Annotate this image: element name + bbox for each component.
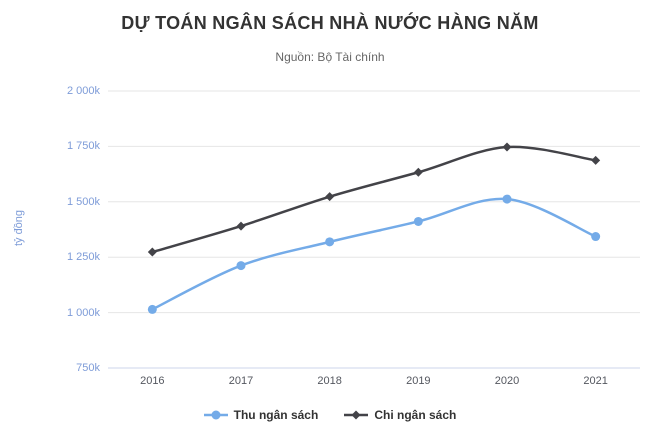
y-tick-label: 1 750k xyxy=(66,140,100,153)
x-tick-label: 2018 xyxy=(317,375,342,387)
line-circle-marker-icon xyxy=(203,410,228,420)
y-tick-label: 750k xyxy=(76,362,100,374)
line-diamond-marker-icon xyxy=(344,410,369,420)
x-tick-label: 2019 xyxy=(406,375,431,387)
y-tick-label: 2 000k xyxy=(66,85,100,97)
y-tick-label: 1 000k xyxy=(66,306,100,319)
legend-item-chi-ngan-sach[interactable]: Chi ngân sách xyxy=(344,408,456,422)
legend-label: Chi ngân sách xyxy=(374,408,457,422)
legend: Thu ngân sách Chi ngân sách xyxy=(0,408,660,422)
data-point-circle[interactable] xyxy=(591,232,601,242)
data-point-diamond[interactable] xyxy=(413,167,423,177)
data-point-circle[interactable] xyxy=(147,304,157,314)
series-line[interactable] xyxy=(151,197,597,311)
x-tick-label: 2017 xyxy=(228,375,254,387)
x-tick-label: 2020 xyxy=(494,375,520,387)
data-point-circle[interactable] xyxy=(413,216,423,226)
data-point-circle[interactable] xyxy=(502,194,512,204)
data-point-diamond[interactable] xyxy=(502,142,512,152)
data-point-circle[interactable] xyxy=(236,261,246,271)
chart-title: DỰ TOÁN NGÂN SÁCH NHÀ NƯỚC HÀNG NĂM xyxy=(121,13,539,33)
data-point-diamond[interactable] xyxy=(591,155,601,165)
data-point-diamond[interactable] xyxy=(236,221,246,231)
x-tick-label: 2021 xyxy=(583,375,608,387)
data-point-diamond[interactable] xyxy=(147,247,157,257)
legend-label: Thu ngân sách xyxy=(233,408,319,422)
data-point-diamond[interactable] xyxy=(325,192,335,202)
x-tick-label: 2016 xyxy=(140,375,165,387)
legend-item-thu-ngan-sach[interactable]: Thu ngân sách xyxy=(203,408,319,422)
data-point-circle[interactable] xyxy=(325,237,335,247)
y-tick-label: 1 500k xyxy=(66,195,100,208)
y-tick-label: 1 250k xyxy=(66,251,100,264)
chart-subtitle: Nguồn: Bộ Tài chính xyxy=(275,50,385,64)
series-line[interactable] xyxy=(151,145,597,254)
